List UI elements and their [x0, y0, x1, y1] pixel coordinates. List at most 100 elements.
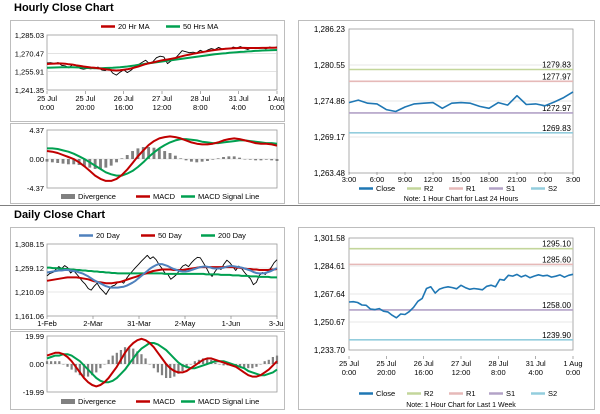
divergence-bar: [179, 158, 183, 159]
divergence-bar: [177, 364, 180, 374]
divergence-bar: [251, 364, 254, 369]
chart-note: Note: 1 Hour Chart for Last 1 Week: [406, 402, 516, 409]
legend-label: 20 Hr MA: [118, 22, 150, 31]
y-tick-label: 1,210.09: [15, 288, 44, 297]
level-label-r1: 1277.97: [542, 72, 571, 81]
divergence-bar: [254, 159, 258, 161]
divergence-bar: [232, 156, 236, 159]
ma20-line: [46, 46, 278, 72]
divergence-bar: [56, 159, 60, 163]
hourly-price-chart: 1,285.03 1,270.47 1,255.91 1,241.35 20 Hr MA…: [10, 20, 287, 122]
level-label-r2: 1295.10: [542, 240, 571, 249]
y-tick-label: 1,263.48: [314, 169, 346, 178]
divergence-bar: [123, 347, 127, 364]
daily-macd-chart: 19.99 0.00 -19.99 Divergence MACD MACD Signal…: [10, 331, 285, 410]
divergence-bar: [141, 147, 145, 159]
divergence-bar: [50, 159, 54, 163]
y-tick-label: 1,269.17: [314, 133, 346, 142]
divergence-bar: [259, 159, 263, 161]
hourly-macd-chart: 4.37 0.00 -4.37 Divergence MACD MACD Signal L…: [10, 123, 285, 204]
x-tick-label: 15:00: [452, 175, 471, 184]
divergence-bar: [243, 159, 247, 160]
divergence-bar: [243, 364, 246, 369]
legend-label: R1: [466, 389, 476, 398]
legend-label: MACD Signal Line: [198, 192, 259, 201]
divergence-bar: [189, 364, 192, 365]
ma200-line: [47, 266, 277, 279]
divergence-bar: [247, 364, 250, 369]
x-tick-label: 2-May: [175, 319, 196, 328]
x-tick-label: 31 Jul 4:00: [229, 94, 249, 112]
x-tick-label: 0:00: [538, 175, 553, 184]
divergence-bar: [227, 156, 231, 159]
divergence-bar: [45, 361, 49, 364]
divergence-bar: [222, 157, 225, 159]
divergence-bar: [136, 351, 139, 364]
divergence-bar: [45, 159, 49, 162]
divergence-bar: [99, 364, 102, 369]
x-tick-label: 26 Jul 16:00: [114, 94, 134, 112]
divergence-bar: [160, 364, 164, 376]
y-tick-label: 1,259.12: [15, 264, 44, 273]
divergence-bar: [119, 349, 123, 364]
legend-label: MACD: [153, 397, 176, 406]
level-label-s1: 1272.97: [542, 104, 571, 113]
legend-label: Divergence: [78, 192, 116, 201]
legend-label: S2: [548, 184, 557, 193]
macd-signal-line: [47, 138, 278, 177]
divergence-bar: [72, 159, 76, 165]
macd-signal-line: [46, 342, 278, 384]
x-tick-label: 25 Jul 20:00: [376, 359, 396, 377]
legend-label: S1: [506, 389, 515, 398]
legend-label: MACD: [153, 192, 176, 201]
legend-label: 50 Day: [158, 231, 182, 240]
divergence-bar: [125, 155, 129, 159]
divergence-bar: [184, 159, 188, 161]
divergence-bar: [181, 364, 184, 372]
divergence-bar: [128, 347, 131, 364]
x-tick-label: 12:00: [424, 175, 443, 184]
divergence-bar: [103, 364, 106, 365]
x-tick-label: 31-Mar: [127, 319, 151, 328]
divergence-bar: [271, 356, 275, 364]
close-line: [348, 273, 574, 319]
divergence-bar: [93, 159, 97, 169]
legend-label: Divergence: [78, 397, 116, 406]
divergence-bar: [66, 364, 69, 367]
level-label-s2: 1239.90: [542, 331, 571, 340]
divergence-bar: [214, 362, 217, 364]
divergence-bar: [54, 361, 57, 364]
legend-label: R2: [424, 184, 434, 193]
divergence-bar: [148, 364, 151, 365]
y-tick-label: -19.99: [23, 388, 44, 397]
x-tick-label: 25 Jul 20:00: [75, 94, 95, 112]
divergence-bar: [164, 364, 168, 379]
divergence-bar: [264, 159, 268, 160]
chart-note: Note: 1 Hour Chart for Last 24 Hours: [404, 196, 519, 203]
divergence-bar: [132, 348, 135, 364]
divergence-bar: [152, 364, 155, 369]
y-tick-label: 1,301.58: [314, 234, 346, 243]
divergence-bar: [136, 148, 140, 159]
legend-label: R2: [424, 389, 434, 398]
divergence-bar: [193, 361, 196, 364]
divergence-bar: [263, 361, 266, 364]
y-tick-label: 1,270.47: [15, 49, 44, 58]
y-tick-label: 1,274.86: [314, 97, 346, 106]
y-tick-label: 1,255.91: [15, 68, 44, 77]
x-tick-label: 28 Jul 8:00: [488, 359, 508, 377]
legend-label: 50 Hrs MA: [183, 22, 218, 31]
macd-line: [46, 135, 278, 182]
x-tick-label: 26 Jul 16:00: [414, 359, 434, 377]
x-tick-label: 6:00: [370, 175, 385, 184]
x-tick-label: 3-Jul: [269, 319, 284, 328]
divergence-bar: [201, 358, 205, 364]
divergence-bar: [218, 364, 221, 365]
divergence-bar: [189, 159, 193, 162]
divergence-bar: [216, 158, 220, 159]
daily-price-chart: 1,308.15 1,259.12 1,210.09 1,161.06 20 Day 50…: [10, 227, 285, 330]
y-tick-label: 1,280.55: [314, 61, 346, 70]
y-tick-label: 1,285.03: [15, 31, 44, 40]
y-tick-label: 1,241.35: [15, 86, 44, 95]
